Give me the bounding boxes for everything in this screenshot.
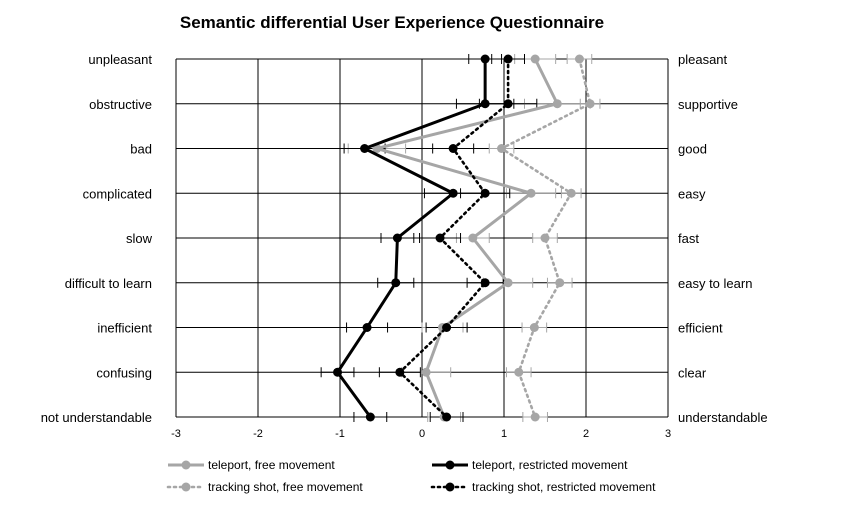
data-point xyxy=(566,188,576,198)
right-label: easy xyxy=(678,186,706,201)
label-layer: unpleasant obstructive bad complicated slow d… xyxy=(41,52,768,440)
data-point xyxy=(360,144,370,153)
left-label: unpleasant xyxy=(88,52,152,67)
right-label: fast xyxy=(678,231,699,246)
data-point xyxy=(503,54,513,64)
legend-swatch-marker xyxy=(445,460,455,470)
data-point xyxy=(514,367,524,377)
data-point xyxy=(333,367,343,377)
data-point xyxy=(448,188,458,198)
data-point xyxy=(529,323,539,332)
data-point xyxy=(365,412,375,422)
data-point xyxy=(480,188,490,198)
legend-label: teleport, restricted movement xyxy=(472,458,628,472)
right-label: good xyxy=(678,142,707,157)
left-label: confusing xyxy=(96,365,152,380)
series-layer xyxy=(333,54,595,422)
legend-swatch-marker xyxy=(181,460,191,470)
left-label: complicated xyxy=(83,186,152,201)
data-point xyxy=(480,54,490,64)
data-point xyxy=(503,278,513,288)
series-line xyxy=(500,57,592,419)
x-tick-label: -1 xyxy=(335,428,345,440)
right-label: efficient xyxy=(678,321,723,336)
left-label: difficult to learn xyxy=(65,276,152,291)
data-point xyxy=(530,412,540,422)
data-point xyxy=(497,144,507,153)
data-point xyxy=(552,99,562,109)
data-point xyxy=(540,233,550,243)
left-label: not understandable xyxy=(41,410,152,425)
data-point xyxy=(530,54,540,64)
data-point xyxy=(395,367,405,377)
x-tick-label: 0 xyxy=(419,428,425,440)
legend: teleport, free movement teleport, restric… xyxy=(166,458,656,494)
data-point xyxy=(480,99,490,109)
legend-label: tracking shot, free movement xyxy=(208,480,363,494)
data-point xyxy=(503,99,513,109)
data-point xyxy=(421,367,431,377)
data-point xyxy=(435,233,445,243)
x-tick-label: -2 xyxy=(253,428,263,440)
data-point xyxy=(574,54,584,64)
right-label: clear xyxy=(678,365,707,380)
data-point xyxy=(362,323,372,332)
data-point xyxy=(555,278,565,288)
data-point xyxy=(585,99,595,109)
data-point xyxy=(480,278,490,288)
left-label: obstructive xyxy=(89,97,152,112)
data-point xyxy=(391,278,401,288)
chart-title: Semantic differential User Experience Qu… xyxy=(180,13,604,32)
legend-swatch-marker xyxy=(181,482,191,492)
left-label: slow xyxy=(126,231,153,246)
right-label: pleasant xyxy=(678,52,728,67)
left-label: inefficient xyxy=(97,321,152,336)
data-point xyxy=(392,233,402,243)
data-point xyxy=(526,188,536,198)
data-point xyxy=(442,323,452,332)
x-tick-label: -3 xyxy=(171,428,181,440)
data-point xyxy=(448,144,458,153)
right-label: supportive xyxy=(678,97,738,112)
right-label: understandable xyxy=(678,410,768,425)
legend-swatch-marker xyxy=(445,482,455,492)
x-tick-label: 1 xyxy=(501,428,507,440)
x-tick-label: 2 xyxy=(583,428,589,440)
legend-label: teleport, free movement xyxy=(208,458,335,472)
data-point xyxy=(468,233,478,243)
left-label: bad xyxy=(130,142,152,157)
legend-label: tracking shot, restricted movement xyxy=(472,480,656,494)
x-tick-label: 3 xyxy=(665,428,671,440)
right-label: easy to learn xyxy=(678,276,752,291)
data-point xyxy=(442,412,452,422)
